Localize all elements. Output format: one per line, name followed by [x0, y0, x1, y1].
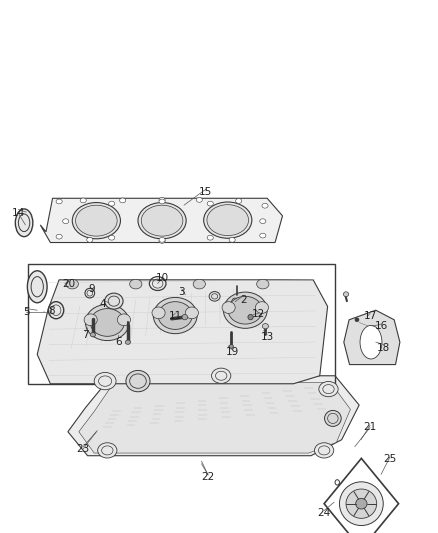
Text: 20: 20: [63, 279, 76, 288]
Ellipse shape: [207, 205, 249, 236]
Ellipse shape: [196, 197, 202, 203]
Ellipse shape: [204, 202, 252, 238]
Text: 5: 5: [23, 307, 30, 317]
Ellipse shape: [229, 345, 233, 349]
Ellipse shape: [159, 239, 165, 243]
Ellipse shape: [222, 302, 235, 313]
Text: 7: 7: [82, 330, 89, 340]
Polygon shape: [344, 310, 400, 365]
Ellipse shape: [141, 205, 183, 236]
Ellipse shape: [212, 368, 231, 383]
Ellipse shape: [105, 293, 123, 309]
Ellipse shape: [87, 237, 93, 242]
Ellipse shape: [80, 198, 86, 203]
Ellipse shape: [357, 320, 385, 364]
Polygon shape: [40, 198, 283, 243]
Ellipse shape: [27, 271, 47, 303]
Ellipse shape: [229, 237, 235, 242]
Polygon shape: [68, 376, 359, 456]
Polygon shape: [79, 383, 350, 453]
Ellipse shape: [257, 279, 269, 289]
Ellipse shape: [109, 235, 115, 240]
Ellipse shape: [262, 324, 268, 329]
Ellipse shape: [325, 410, 341, 426]
Text: 4: 4: [99, 299, 106, 309]
Ellipse shape: [159, 197, 165, 203]
Text: 10: 10: [155, 273, 169, 283]
Bar: [28, 264, 335, 384]
Ellipse shape: [56, 199, 62, 204]
Ellipse shape: [260, 219, 266, 224]
Text: 6: 6: [115, 337, 122, 347]
Ellipse shape: [94, 373, 116, 390]
Ellipse shape: [248, 314, 253, 320]
Text: 22: 22: [201, 472, 215, 482]
Ellipse shape: [15, 209, 33, 237]
Ellipse shape: [343, 292, 349, 296]
Ellipse shape: [72, 203, 120, 239]
Ellipse shape: [314, 443, 334, 458]
Ellipse shape: [355, 318, 359, 321]
Ellipse shape: [207, 201, 213, 206]
Ellipse shape: [360, 325, 382, 359]
Text: 11: 11: [169, 311, 182, 320]
Text: 19: 19: [226, 347, 239, 357]
Text: 8: 8: [48, 306, 55, 316]
Ellipse shape: [182, 314, 187, 320]
Ellipse shape: [56, 235, 62, 239]
Ellipse shape: [260, 233, 266, 238]
Ellipse shape: [120, 198, 126, 203]
Ellipse shape: [84, 314, 97, 326]
Ellipse shape: [126, 370, 150, 392]
Ellipse shape: [66, 279, 78, 289]
Text: 18: 18: [377, 343, 390, 352]
Ellipse shape: [159, 237, 165, 242]
Ellipse shape: [223, 292, 267, 328]
Text: 13: 13: [261, 332, 274, 342]
Ellipse shape: [209, 292, 220, 301]
Text: 16: 16: [374, 321, 388, 331]
Text: 9: 9: [88, 284, 95, 294]
Text: 14: 14: [12, 208, 25, 218]
Ellipse shape: [85, 304, 129, 341]
Ellipse shape: [109, 201, 115, 206]
Text: 21: 21: [364, 423, 377, 432]
Ellipse shape: [236, 198, 242, 204]
Ellipse shape: [319, 382, 338, 397]
Ellipse shape: [138, 203, 186, 239]
Text: 2: 2: [240, 295, 247, 304]
Polygon shape: [230, 298, 243, 307]
Ellipse shape: [76, 205, 117, 236]
Polygon shape: [37, 280, 328, 384]
Text: 12: 12: [252, 310, 265, 319]
Ellipse shape: [152, 307, 165, 319]
Text: 23: 23: [77, 444, 90, 454]
Ellipse shape: [262, 203, 268, 208]
Ellipse shape: [117, 314, 131, 326]
Ellipse shape: [90, 333, 95, 337]
Text: 15: 15: [199, 187, 212, 197]
Ellipse shape: [153, 297, 197, 334]
Text: 24: 24: [318, 508, 331, 518]
Ellipse shape: [255, 302, 268, 313]
Ellipse shape: [158, 302, 192, 329]
Ellipse shape: [159, 199, 165, 204]
Ellipse shape: [63, 219, 69, 224]
Text: 17: 17: [364, 311, 377, 320]
Ellipse shape: [125, 340, 131, 344]
Ellipse shape: [346, 489, 377, 518]
Ellipse shape: [356, 498, 367, 509]
Ellipse shape: [98, 443, 117, 458]
Ellipse shape: [193, 279, 205, 289]
Ellipse shape: [339, 482, 383, 526]
Text: 25: 25: [383, 455, 396, 464]
Text: 3: 3: [178, 287, 185, 297]
Ellipse shape: [90, 309, 124, 336]
Polygon shape: [324, 458, 399, 533]
Ellipse shape: [228, 296, 262, 324]
Ellipse shape: [207, 235, 213, 240]
Ellipse shape: [185, 307, 198, 319]
Ellipse shape: [130, 279, 142, 289]
